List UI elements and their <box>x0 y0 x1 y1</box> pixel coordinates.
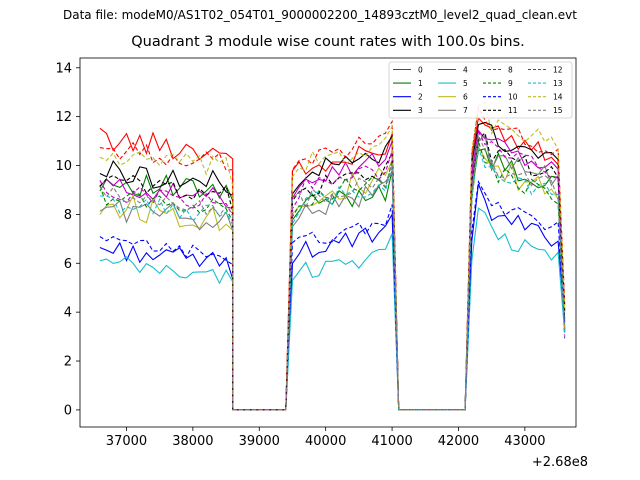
x-tick-label: 42000 <box>438 434 479 449</box>
series-line-0 <box>99 116 566 411</box>
series-line-13 <box>99 146 566 411</box>
legend-label-1: 1 <box>418 79 423 88</box>
legend-label-8: 8 <box>508 65 513 74</box>
legend-label-7: 7 <box>463 106 468 115</box>
series-line-9 <box>99 141 566 411</box>
series-layer <box>99 101 566 411</box>
legend-label-15: 15 <box>553 106 563 115</box>
legend-label-3: 3 <box>418 106 423 115</box>
y-tick-label: 2 <box>64 355 72 370</box>
x-tick-label: 38000 <box>172 434 213 449</box>
series-line-1 <box>99 148 566 411</box>
y-tick-label: 10 <box>55 159 72 174</box>
series-line-12 <box>99 129 566 411</box>
y-tick-label: 12 <box>55 110 72 125</box>
series-line-8 <box>99 106 566 411</box>
series-line-2 <box>99 183 566 411</box>
series-line-11 <box>99 131 566 411</box>
legend-label-0: 0 <box>418 65 423 74</box>
y-tick-label: 0 <box>64 403 72 418</box>
series-line-6 <box>99 145 566 411</box>
legend-frame <box>388 61 573 119</box>
axes-layer: 37000 38000 39000 40000 41000 42000 43000 0 2 4 6 8… <box>55 61 545 449</box>
legend-label-4: 4 <box>463 65 468 74</box>
y-tick-label: 4 <box>64 306 72 321</box>
figure-suptitle: Data file: modeM0/AS1T02_054T01_90000022… <box>63 8 577 22</box>
series-line-7 <box>99 134 566 411</box>
x-tick-label: 40000 <box>305 434 346 449</box>
legend-label-11: 11 <box>508 106 518 115</box>
plot-area-frame <box>79 57 577 428</box>
x-offset-label: +2.68e8 <box>532 455 588 470</box>
x-tick-label: 43000 <box>504 434 545 449</box>
legend-label-13: 13 <box>553 79 563 88</box>
x-tick-label: 37000 <box>106 434 147 449</box>
series-line-15 <box>99 133 566 411</box>
legend-label-14: 14 <box>553 93 563 102</box>
legend-label-5: 5 <box>463 79 468 88</box>
legend-label-2: 2 <box>418 93 423 102</box>
series-line-5 <box>99 207 566 411</box>
chart-title: Quadrant 3 module wise count rates with … <box>131 34 525 50</box>
legend-label-10: 10 <box>508 93 518 102</box>
legend-label-12: 12 <box>553 65 563 74</box>
y-tick-label: 14 <box>55 61 72 76</box>
y-tick-label: 8 <box>64 208 72 223</box>
series-line-3 <box>99 121 566 411</box>
legend-label-9: 9 <box>508 79 513 88</box>
y-tick-label: 6 <box>64 257 72 272</box>
x-tick-label: 41000 <box>371 434 412 449</box>
x-tick-label: 39000 <box>239 434 280 449</box>
series-line-10 <box>99 180 566 411</box>
legend-label-6: 6 <box>463 93 468 102</box>
